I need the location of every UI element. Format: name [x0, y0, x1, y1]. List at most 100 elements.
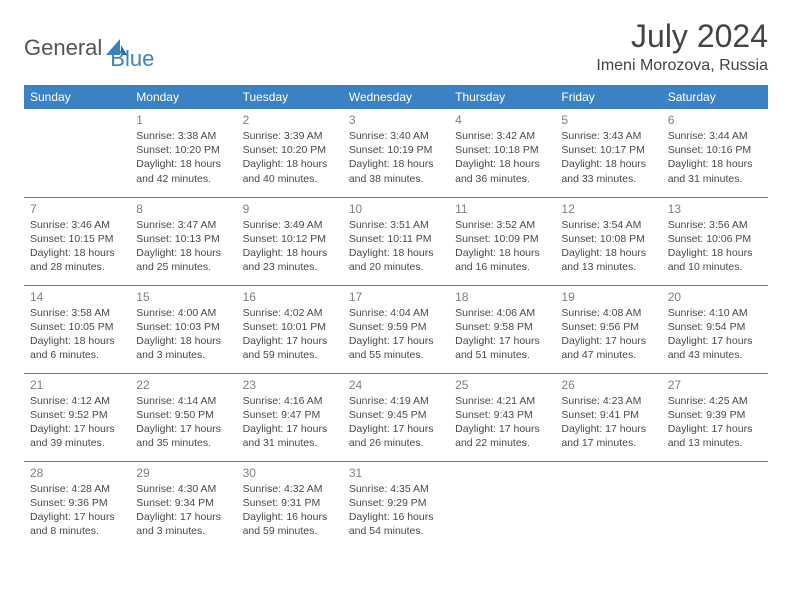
- daylight-line: Daylight: 18 hours and 40 minutes.: [243, 157, 337, 185]
- daylight-line: Daylight: 17 hours and 8 minutes.: [30, 510, 124, 538]
- sunset-line: Sunset: 9:45 PM: [349, 408, 443, 422]
- daylight-line: Daylight: 18 hours and 28 minutes.: [30, 246, 124, 274]
- sunrise-line: Sunrise: 3:51 AM: [349, 218, 443, 232]
- day-number: 7: [30, 202, 124, 216]
- daylight-line: Daylight: 17 hours and 43 minutes.: [668, 334, 762, 362]
- calendar-cell: 18Sunrise: 4:06 AMSunset: 9:58 PMDayligh…: [449, 285, 555, 373]
- sunrise-line: Sunrise: 4:16 AM: [243, 394, 337, 408]
- sunset-line: Sunset: 10:18 PM: [455, 143, 549, 157]
- weekday-header: Tuesday: [237, 85, 343, 109]
- daylight-line: Daylight: 18 hours and 25 minutes.: [136, 246, 230, 274]
- daylight-line: Daylight: 18 hours and 16 minutes.: [455, 246, 549, 274]
- day-number: 6: [668, 113, 762, 127]
- day-number: 30: [243, 466, 337, 480]
- sunset-line: Sunset: 9:36 PM: [30, 496, 124, 510]
- sunrise-line: Sunrise: 3:38 AM: [136, 129, 230, 143]
- daylight-line: Daylight: 17 hours and 59 minutes.: [243, 334, 337, 362]
- day-number: 17: [349, 290, 443, 304]
- sunset-line: Sunset: 10:17 PM: [561, 143, 655, 157]
- weekday-header: Wednesday: [343, 85, 449, 109]
- daylight-line: Daylight: 18 hours and 36 minutes.: [455, 157, 549, 185]
- sunset-line: Sunset: 10:08 PM: [561, 232, 655, 246]
- sunrise-line: Sunrise: 3:54 AM: [561, 218, 655, 232]
- sunrise-line: Sunrise: 4:30 AM: [136, 482, 230, 496]
- day-number: 22: [136, 378, 230, 392]
- sunset-line: Sunset: 10:16 PM: [668, 143, 762, 157]
- daylight-line: Daylight: 17 hours and 13 minutes.: [668, 422, 762, 450]
- calendar-cell: 16Sunrise: 4:02 AMSunset: 10:01 PMDaylig…: [237, 285, 343, 373]
- title-block: July 2024 Imeni Morozova, Russia: [596, 18, 768, 75]
- sunset-line: Sunset: 9:52 PM: [30, 408, 124, 422]
- sunrise-line: Sunrise: 4:21 AM: [455, 394, 549, 408]
- daylight-line: Daylight: 18 hours and 20 minutes.: [349, 246, 443, 274]
- sunset-line: Sunset: 10:11 PM: [349, 232, 443, 246]
- calendar-cell: [662, 461, 768, 549]
- sunrise-line: Sunrise: 4:10 AM: [668, 306, 762, 320]
- calendar-cell: 5 Sunrise: 3:43 AMSunset: 10:17 PMDayligh…: [555, 109, 661, 197]
- weekday-header: Thursday: [449, 85, 555, 109]
- daylight-line: Daylight: 18 hours and 13 minutes.: [561, 246, 655, 274]
- sunrise-line: Sunrise: 4:06 AM: [455, 306, 549, 320]
- daylight-line: Daylight: 17 hours and 31 minutes.: [243, 422, 337, 450]
- sunrise-line: Sunrise: 3:39 AM: [243, 129, 337, 143]
- sunrise-line: Sunrise: 3:43 AM: [561, 129, 655, 143]
- day-number: 12: [561, 202, 655, 216]
- daylight-line: Daylight: 17 hours and 47 minutes.: [561, 334, 655, 362]
- calendar-cell: 4Sunrise: 3:42 AMSunset: 10:18 PMDayligh…: [449, 109, 555, 197]
- day-number: 13: [668, 202, 762, 216]
- sunrise-line: Sunrise: 4:23 AM: [561, 394, 655, 408]
- day-number: 5: [561, 113, 655, 127]
- sunrise-line: Sunrise: 3:46 AM: [30, 218, 124, 232]
- weekday-header: Saturday: [662, 85, 768, 109]
- calendar-cell: [555, 461, 661, 549]
- day-number: 9: [243, 202, 337, 216]
- calendar-cell: 26Sunrise: 4:23 AMSunset: 9:41 PMDayligh…: [555, 373, 661, 461]
- day-number: 25: [455, 378, 549, 392]
- sunset-line: Sunset: 10:12 PM: [243, 232, 337, 246]
- calendar-cell: 17Sunrise: 4:04 AMSunset: 9:59 PMDayligh…: [343, 285, 449, 373]
- calendar-cell: 27Sunrise: 4:25 AMSunset: 9:39 PMDayligh…: [662, 373, 768, 461]
- sunset-line: Sunset: 9:31 PM: [243, 496, 337, 510]
- day-number: 16: [243, 290, 337, 304]
- day-number: 26: [561, 378, 655, 392]
- calendar-body: 1Sunrise: 3:38 AMSunset: 10:20 PMDayligh…: [24, 109, 768, 549]
- day-number: 18: [455, 290, 549, 304]
- calendar-row: 28Sunrise: 4:28 AMSunset: 9:36 PMDayligh…: [24, 461, 768, 549]
- sunset-line: Sunset: 9:56 PM: [561, 320, 655, 334]
- sunrise-line: Sunrise: 3:47 AM: [136, 218, 230, 232]
- day-number: 24: [349, 378, 443, 392]
- calendar-cell: 8Sunrise: 3:47 AMSunset: 10:13 PMDayligh…: [130, 197, 236, 285]
- day-number: 19: [561, 290, 655, 304]
- daylight-line: Daylight: 18 hours and 33 minutes.: [561, 157, 655, 185]
- sunset-line: Sunset: 9:54 PM: [668, 320, 762, 334]
- day-number: 14: [30, 290, 124, 304]
- daylight-line: Daylight: 16 hours and 54 minutes.: [349, 510, 443, 538]
- sunset-line: Sunset: 10:01 PM: [243, 320, 337, 334]
- weekday-header-row: Sunday Monday Tuesday Wednesday Thursday…: [24, 85, 768, 109]
- daylight-line: Daylight: 18 hours and 3 minutes.: [136, 334, 230, 362]
- sunset-line: Sunset: 9:47 PM: [243, 408, 337, 422]
- day-number: 8: [136, 202, 230, 216]
- calendar-cell: 10Sunrise: 3:51 AMSunset: 10:11 PMDaylig…: [343, 197, 449, 285]
- sunrise-line: Sunrise: 4:35 AM: [349, 482, 443, 496]
- daylight-line: Daylight: 18 hours and 31 minutes.: [668, 157, 762, 185]
- calendar-row: 21Sunrise: 4:12 AMSunset: 9:52 PMDayligh…: [24, 373, 768, 461]
- brand-logo: General Blue: [24, 24, 154, 72]
- calendar-cell: 6Sunrise: 3:44 AMSunset: 10:16 PMDayligh…: [662, 109, 768, 197]
- sunrise-line: Sunrise: 4:12 AM: [30, 394, 124, 408]
- sunrise-line: Sunrise: 4:25 AM: [668, 394, 762, 408]
- sunset-line: Sunset: 10:06 PM: [668, 232, 762, 246]
- sunset-line: Sunset: 9:39 PM: [668, 408, 762, 422]
- sunrise-line: Sunrise: 4:32 AM: [243, 482, 337, 496]
- daylight-line: Daylight: 17 hours and 3 minutes.: [136, 510, 230, 538]
- location-text: Imeni Morozova, Russia: [596, 57, 768, 75]
- calendar-cell: 15Sunrise: 4:00 AMSunset: 10:03 PMDaylig…: [130, 285, 236, 373]
- sunset-line: Sunset: 9:29 PM: [349, 496, 443, 510]
- sunrise-line: Sunrise: 4:14 AM: [136, 394, 230, 408]
- sunrise-line: Sunrise: 3:40 AM: [349, 129, 443, 143]
- daylight-line: Daylight: 16 hours and 59 minutes.: [243, 510, 337, 538]
- calendar-cell: 12 Sunrise: 3:54 AMSunset: 10:08 PMDaylig…: [555, 197, 661, 285]
- day-number: 31: [349, 466, 443, 480]
- calendar-row: 1Sunrise: 3:38 AMSunset: 10:20 PMDayligh…: [24, 109, 768, 197]
- daylight-line: Daylight: 18 hours and 10 minutes.: [668, 246, 762, 274]
